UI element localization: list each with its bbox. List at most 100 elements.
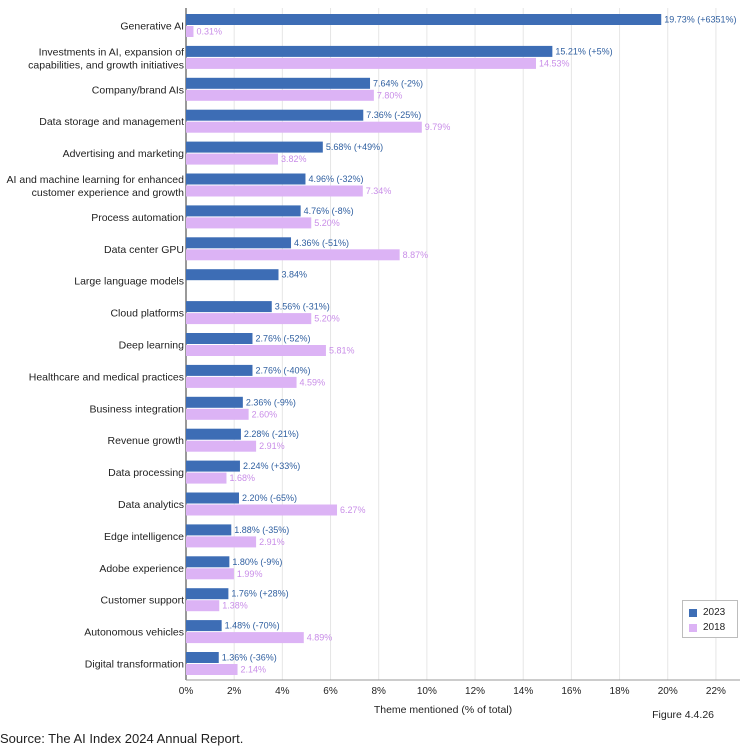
data-label-2023: 1.76% (+28%) (231, 589, 288, 599)
category-label: Process automation (91, 212, 184, 224)
bar-2018 (186, 345, 326, 356)
bar-2018 (186, 185, 363, 197)
data-label-2018: 6.27% (340, 505, 366, 515)
category-label: Cloud platforms (110, 308, 184, 320)
bar-2018 (186, 600, 220, 612)
x-tick-label: 18% (610, 686, 630, 697)
category-label: Advertising and marketing (63, 148, 185, 160)
data-label-2023: 1.80% (-9%) (232, 557, 282, 567)
bar-2023 (186, 269, 279, 281)
bar-2023 (186, 141, 323, 153)
bar-2018 (186, 664, 238, 675)
data-label-2018: 14.53% (539, 58, 570, 68)
category-label: AI and machine learning for enhanced (7, 174, 185, 186)
data-label-2018: 1.99% (237, 569, 263, 579)
x-tick-label: 12% (465, 686, 485, 697)
data-label-2018: 2.91% (259, 441, 285, 451)
data-label-2023: 2.20% (-65%) (242, 493, 297, 503)
bar-2023 (186, 205, 301, 217)
bar-2023 (186, 588, 229, 600)
chart-legend: 2023 2018 (682, 600, 738, 638)
bar-2018 (186, 153, 279, 165)
category-label: Data analytics (118, 499, 184, 511)
bar-2023 (186, 333, 253, 344)
data-label-2018: 5.81% (329, 346, 355, 356)
bar-2023 (186, 492, 239, 504)
category-label: Digital transformation (85, 659, 184, 671)
bar-chart: 0% 2% 4% 6% 8% 10% 12% 14% 16% 18% 20% 22% Theme men… (7, 8, 740, 716)
legend-label-2023: 2023 (703, 607, 726, 618)
data-label-2023: 3.84% (281, 270, 307, 280)
bar-2018 (186, 89, 374, 101)
bar-2023 (186, 237, 292, 249)
bar-2018 (186, 313, 312, 325)
bar-2023 (186, 109, 364, 121)
data-label-2018: 1.38% (222, 601, 248, 611)
bar-2023 (186, 556, 230, 568)
bar-2018 (186, 632, 304, 644)
x-tick-label: 10% (417, 686, 437, 697)
data-label-2023: 1.88% (-35%) (234, 525, 289, 535)
data-label-2018: 3.82% (281, 154, 307, 164)
legend-item-2018: 2018 (689, 620, 731, 635)
x-tick-label: 20% (658, 686, 678, 697)
category-label: Healthcare and medical practices (29, 371, 184, 383)
legend-swatch-2023 (689, 608, 697, 617)
bar-2018 (186, 440, 257, 452)
data-label-2023: 7.36% (-25%) (366, 110, 421, 120)
data-label-2023: 2.36% (-9%) (246, 397, 296, 407)
bar-2023 (186, 428, 241, 440)
data-label-2018: 5.20% (314, 314, 340, 324)
x-tick-label: 16% (561, 686, 581, 697)
x-tick-label: 8% (371, 686, 386, 697)
category-label: Edge intelligence (104, 531, 184, 543)
category-label: Adobe experience (99, 563, 184, 575)
data-label-2023: 2.28% (-21%) (244, 429, 299, 439)
category-label: Deep learning (119, 340, 185, 352)
category-label: Data processing (108, 467, 184, 479)
legend-item-2023: 2023 (689, 605, 731, 620)
bar-2023 (186, 652, 219, 663)
x-tick-label: 2% (227, 686, 242, 697)
figure-label: Figure 4.4.26 (652, 709, 714, 721)
bar-2018 (186, 121, 422, 133)
data-label-2018: 2.91% (259, 537, 285, 547)
bar-2023 (186, 173, 306, 185)
bar-2018 (186, 472, 227, 484)
legend-label-2018: 2018 (703, 622, 726, 633)
category-label: Business integration (89, 403, 184, 415)
category-label: Large language models (74, 276, 184, 288)
data-label-2018: 2.14% (241, 665, 267, 675)
category-label: capabilities, and growth initiatives (28, 59, 184, 71)
x-tick-label: 14% (513, 686, 533, 697)
bar-2018 (186, 217, 312, 229)
bar-2023 (186, 524, 232, 536)
data-label-2023: 19.73% (+6351%) (664, 15, 736, 25)
data-label-2018: 4.59% (300, 377, 326, 387)
bar-2023 (186, 460, 240, 472)
data-label-2023: 15.21% (+5%) (555, 46, 612, 56)
data-label-2023: 4.36% (-51%) (294, 238, 349, 248)
data-label-2018: 2.60% (252, 409, 278, 419)
category-label: Generative AI (120, 21, 184, 33)
data-label-2018: 9.79% (425, 122, 451, 132)
data-label-2018: 5.20% (314, 218, 340, 228)
data-label-2023: 4.96% (-32%) (308, 174, 363, 184)
bar-2018 (186, 26, 194, 37)
bar-2023 (186, 45, 553, 57)
bar-2018 (186, 57, 536, 69)
data-label-2023: 2.76% (-40%) (255, 365, 310, 375)
category-label: customer experience and growth (32, 187, 184, 199)
bar-2023 (186, 301, 272, 313)
data-label-2018: 1.68% (229, 473, 255, 483)
data-label-2023: 4.76% (-8%) (304, 206, 354, 216)
bar-2023 (186, 77, 371, 89)
source-note: Source: The AI Index 2024 Annual Report. (0, 731, 244, 746)
data-label-2018: 0.31% (196, 27, 222, 37)
data-label-2023: 5.68% (+49%) (326, 142, 383, 152)
bar-2023 (186, 620, 222, 632)
x-axis-title: Theme mentioned (% of total) (374, 704, 512, 716)
category-label: Data center GPU (104, 244, 184, 256)
legend-swatch-2018 (689, 623, 697, 632)
